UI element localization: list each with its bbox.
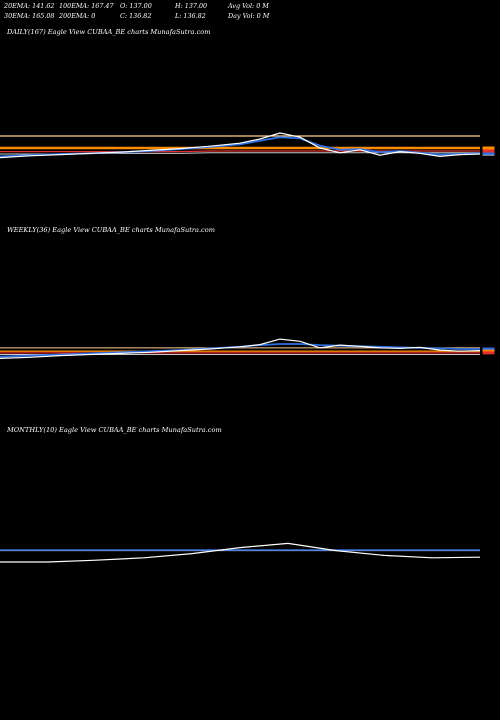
stat-high: H: 137.00	[175, 2, 208, 10]
stat-day-vol: Day Vol: 0 M	[228, 12, 270, 20]
daily-price-line	[0, 132, 481, 159]
stat-low: L: 136.82	[175, 12, 206, 20]
weekly-chart-title: WEEKLY(36) Eagle View CUBAA_BE charts Mu…	[7, 226, 215, 234]
level-marker	[482, 349, 495, 353]
monthly-price-line	[0, 542, 481, 563]
level-marker	[482, 347, 495, 351]
level-marker	[482, 151, 495, 155]
stat-avg-vol: Avg Vol: 0 M	[228, 2, 269, 10]
level-marker	[482, 146, 495, 150]
stat-100ema: 100EMA: 167.47	[59, 2, 114, 10]
stat-20ema: 20EMA: 141.62	[4, 2, 55, 10]
daily-chart	[0, 132, 495, 159]
stats-header: 20EMA: 141.62 100EMA: 167.47 O: 137.00 H…	[4, 2, 496, 24]
stat-open: O: 137.00	[120, 2, 152, 10]
weekly-price-line	[0, 338, 481, 359]
stat-30ema: 30EMA: 165.08	[4, 12, 55, 20]
daily-ema-red-line	[0, 150, 480, 153]
stat-200ema: 200EMA: 0	[59, 12, 96, 20]
monthly-chart-title: MONTHLY(10) Eagle View CUBAA_BE charts M…	[7, 426, 222, 434]
weekly-chart	[0, 338, 495, 359]
daily-chart-title: DAILY(167) Eagle View CUBAA_BE charts Mu…	[7, 28, 211, 36]
level-marker	[482, 149, 495, 153]
level-marker	[482, 351, 495, 355]
monthly-chart	[0, 542, 481, 563]
stat-close: C: 136.82	[120, 12, 152, 20]
